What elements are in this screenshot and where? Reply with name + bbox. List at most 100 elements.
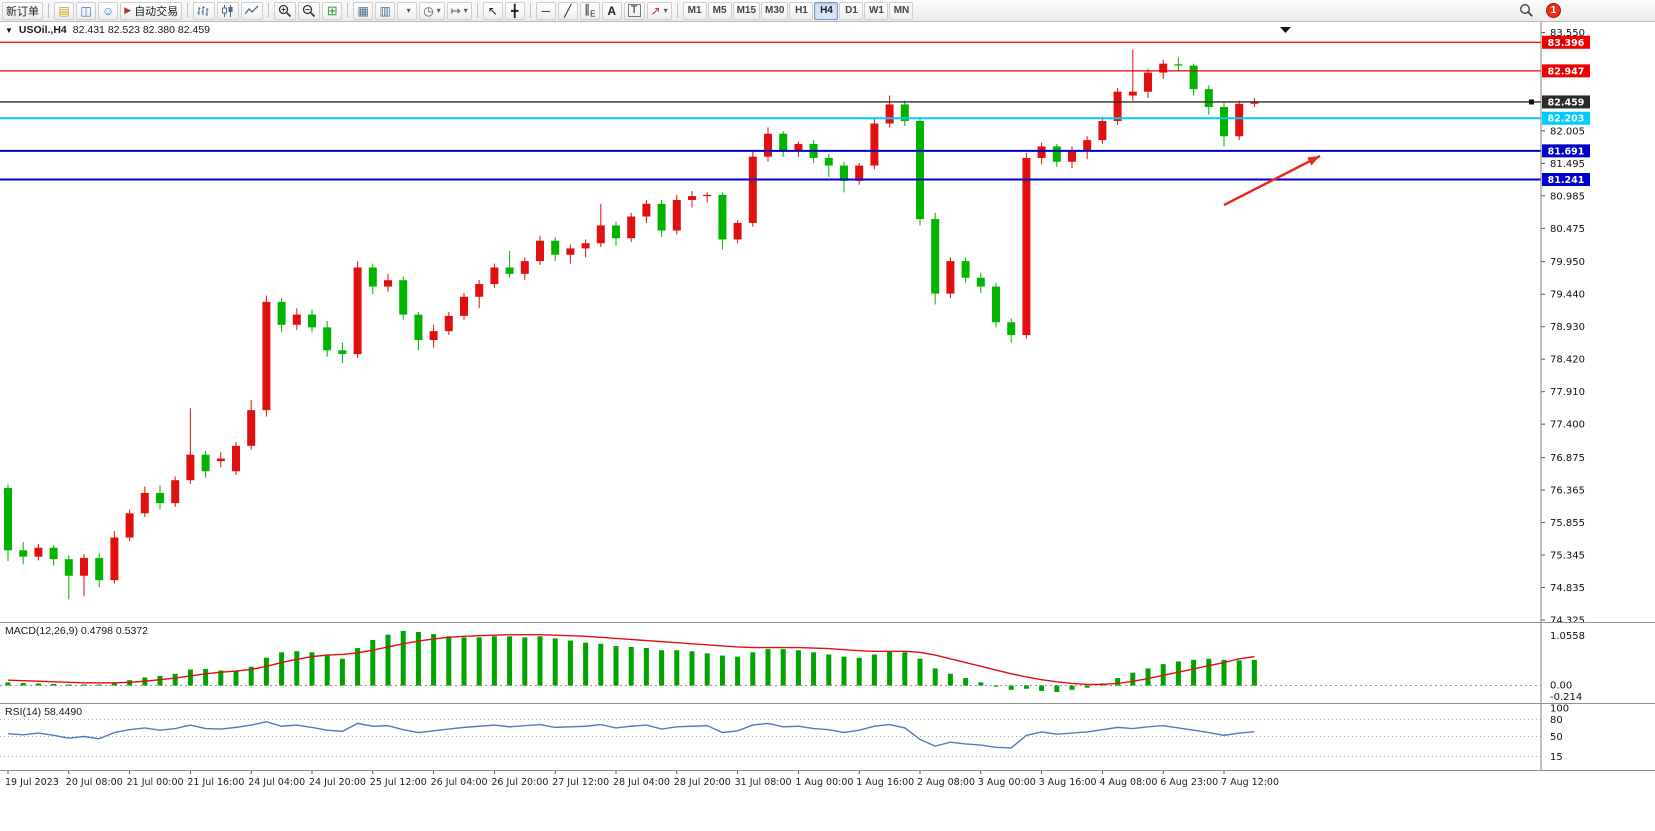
macd-histogram-bar (674, 650, 680, 686)
trendline-icon: ╱ (564, 3, 572, 18)
dropdown-caret-icon: ▾ (406, 6, 411, 15)
tile-windows-button[interactable]: ⊞ (322, 1, 343, 20)
time-label: 21 Jul 16:00 (187, 777, 244, 788)
timeframe-m15-button[interactable]: M15 (732, 1, 761, 20)
candle-body (779, 133, 788, 152)
timeframe-h4-button[interactable]: H4 (814, 1, 839, 20)
horizontal-line-icon: ─ (541, 3, 551, 18)
bottom-whitespace (0, 791, 1655, 831)
rsi-axis-label: 100 (1550, 704, 1569, 715)
macd-histogram-bar (324, 655, 330, 686)
trendline-tool-button[interactable]: ╱ (557, 1, 578, 20)
candle-body (171, 480, 180, 504)
chart-symbol-period: USOil.,H4 (18, 24, 67, 36)
market-watch-button[interactable]: ▤ (54, 1, 74, 20)
candle-body (232, 445, 240, 472)
candle-body (1144, 72, 1152, 92)
annotation-arrowhead[interactable] (1307, 156, 1320, 166)
timeframe-h1-button[interactable]: H1 (789, 1, 814, 20)
period-selector-button[interactable]: ◷ ▾ (419, 1, 445, 20)
arrange-windows-button[interactable]: ▦ (353, 1, 374, 20)
chart-shift-button[interactable]: ↦ ▾ (446, 1, 472, 20)
new-order-button[interactable]: 新订单 (2, 1, 43, 20)
macd-histogram-bar (35, 683, 41, 686)
dropdown-caret-icon: ▾ (663, 6, 668, 15)
cascade-windows-button[interactable]: ▥ (375, 1, 396, 20)
auto-trading-button[interactable]: ▶ 自动交易 (120, 1, 183, 20)
candlestick-chart[interactable]: 83.396 82.947 82.459 82.203 81.691 81.241 83.5… (0, 22, 1655, 622)
cascade-windows-icon: ▥ (379, 3, 391, 18)
macd-histogram-bar (96, 684, 102, 686)
text-label-tool-button[interactable]: T (623, 1, 645, 20)
crosshair-tool-button[interactable]: ╋ (504, 1, 525, 20)
time-label: 3 Aug 16:00 (1039, 777, 1097, 788)
timeframe-m5-button[interactable]: M5 (707, 1, 732, 20)
macd-histogram-bar (811, 652, 817, 686)
macd-histogram-bar (339, 658, 345, 686)
rsi-panel[interactable]: RSI(14) 58.4490 100 80 50 15 (0, 703, 1655, 770)
macd-histogram-bar (81, 684, 87, 686)
bar-chart-button[interactable] (193, 1, 216, 20)
symbol-dropdown-icon[interactable]: ▼ (5, 25, 13, 35)
time-label: 2 Aug 08:00 (917, 777, 975, 788)
equidistant-channel-icon: ∥E (584, 1, 596, 19)
arrow-objects-button[interactable]: ↗ ▾ (646, 1, 672, 20)
macd-panel[interactable]: MACD(12,26,9) 0.4798 0.5372 1.0558 0.00 -0… (0, 622, 1655, 703)
horizontal-line-tool-button[interactable]: ─ (535, 1, 556, 20)
price-tick-label: 76.875 (1550, 453, 1585, 464)
price-tick-label: 81.495 (1550, 159, 1585, 170)
timeframe-w1-button[interactable]: W1 (864, 1, 889, 20)
line-chart-button[interactable] (241, 1, 264, 20)
macd-histogram-bar (431, 634, 437, 686)
candle-body (794, 143, 803, 152)
data-window-button[interactable]: ◫ (76, 1, 96, 20)
notification-badge[interactable]: 1 (1546, 3, 1561, 18)
time-label: 27 Jul 12:00 (552, 777, 609, 788)
zoom-in-button[interactable] (274, 1, 297, 20)
annotation-arrow[interactable] (1223, 154, 1321, 207)
cursor-tool-button[interactable]: ↖ (482, 1, 503, 20)
timeframe-m1-button[interactable]: M1 (682, 1, 707, 20)
price-tick-label: 80.985 (1550, 191, 1585, 202)
candle-body (596, 225, 605, 244)
timeframe-d1-button[interactable]: D1 (839, 1, 864, 20)
autoscroll-marker[interactable] (1280, 27, 1291, 33)
timeframe-mn-button[interactable]: MN (889, 1, 914, 20)
navigator-button[interactable]: ☺ (98, 1, 119, 20)
macd-histogram-bar (461, 637, 467, 686)
new-chart-button[interactable]: ▾ (397, 1, 418, 20)
macd-histogram-bar (111, 682, 117, 686)
zoom-out-icon (303, 4, 316, 17)
toolbar-separator (529, 3, 531, 18)
macd-chart: 1.0558 0.00-0.214 (0, 623, 1585, 703)
macd-histogram-bar (932, 668, 938, 686)
macd-histogram-bar (1023, 685, 1029, 689)
macd-histogram-bar (263, 657, 269, 686)
candle-body (156, 492, 164, 504)
rsi-axis-label: 50 (1550, 732, 1563, 743)
line-handle[interactable] (1529, 99, 1534, 105)
auto-trading-label: 自动交易 (134, 5, 179, 18)
candle-body (110, 537, 119, 581)
candle-body (992, 286, 1000, 323)
macd-histogram-bar (750, 652, 756, 686)
candle-body (1174, 64, 1183, 66)
price-tick-label: 80.475 (1550, 224, 1585, 235)
text-tool-button[interactable]: A (601, 1, 622, 20)
candlestick-chart-button[interactable] (217, 1, 240, 20)
search-button[interactable] (1515, 2, 1538, 20)
zoom-out-button[interactable] (298, 1, 321, 20)
time-label: 3 Aug 00:00 (978, 777, 1036, 788)
candle-body (186, 454, 195, 481)
macd-histogram-bar (309, 652, 315, 686)
timeframe-m30-button[interactable]: M30 (761, 1, 789, 20)
price-tick-label: 82.005 (1550, 126, 1585, 137)
main-chart-panel[interactable]: ▼ USOil.,H4 82.431 82.523 82.380 82.459 … (0, 22, 1655, 622)
equidistant-channel-tool-button[interactable]: ∥E (579, 1, 600, 20)
macd-histogram-bar (780, 649, 786, 686)
macd-histogram-bar (659, 650, 665, 686)
time-label: 26 Jul 04:00 (431, 777, 488, 788)
candle-body (125, 513, 134, 538)
price-tick-label: 77.400 (1550, 420, 1585, 431)
candle-body (916, 120, 924, 220)
